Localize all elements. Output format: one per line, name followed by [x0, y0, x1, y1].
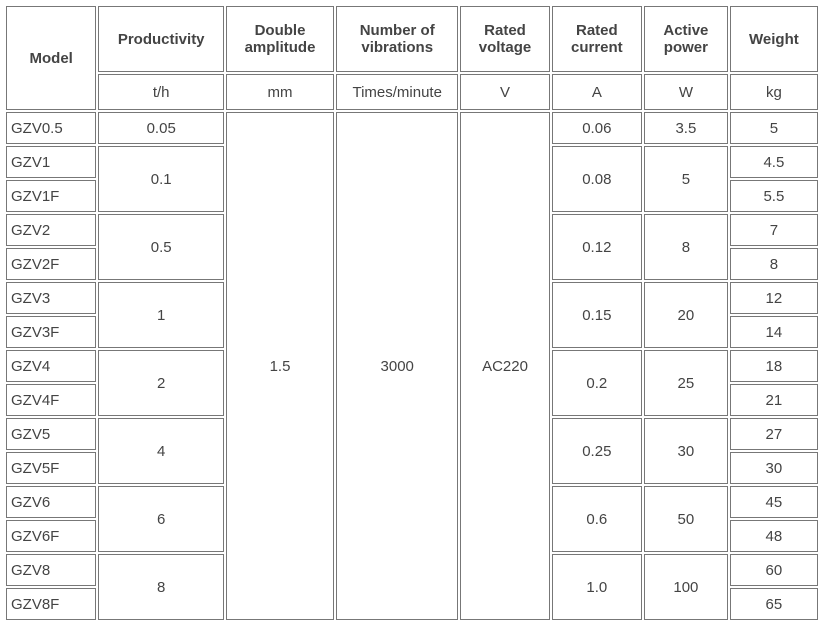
- cell-current: 1.0: [552, 554, 642, 620]
- cell-model: GZV4: [6, 350, 96, 382]
- cell-current: 0.06: [552, 112, 642, 144]
- cell-power: 5: [644, 146, 728, 212]
- cell-weight: 12: [730, 282, 818, 314]
- table-body: GZV0.50.051.53000AC2200.063.55 GZV10.1 0.0…: [6, 112, 818, 620]
- cell-weight: 14: [730, 316, 818, 348]
- cell-weight: 48: [730, 520, 818, 552]
- unit-current: A: [552, 74, 642, 110]
- cell-power: 8: [644, 214, 728, 280]
- cell-power: 3.5: [644, 112, 728, 144]
- header-power: Active power: [644, 6, 728, 72]
- cell-power: 100: [644, 554, 728, 620]
- cell-weight: 60: [730, 554, 818, 586]
- cell-weight: 4.5: [730, 146, 818, 178]
- header-vibrations: Number of vibrations: [336, 6, 458, 72]
- cell-weight: 21: [730, 384, 818, 416]
- cell-model: GZV0.5: [6, 112, 96, 144]
- cell-productivity: 8: [98, 554, 224, 620]
- cell-model: GZV6F: [6, 520, 96, 552]
- cell-power: 30: [644, 418, 728, 484]
- header-productivity: Productivity: [98, 6, 224, 72]
- table-row: GZV0.50.051.53000AC2200.063.55: [6, 112, 818, 144]
- unit-amplitude: mm: [226, 74, 334, 110]
- cell-model: GZV4F: [6, 384, 96, 416]
- table-header: Model Productivity Double amplitude Numb…: [6, 6, 818, 110]
- cell-model: GZV1F: [6, 180, 96, 212]
- cell-model: GZV2F: [6, 248, 96, 280]
- header-model: Model: [6, 6, 96, 110]
- cell-model: GZV8: [6, 554, 96, 586]
- unit-productivity: t/h: [98, 74, 224, 110]
- cell-model: GZV3F: [6, 316, 96, 348]
- cell-productivity: 0.05: [98, 112, 224, 144]
- cell-productivity: 2: [98, 350, 224, 416]
- header-weight: Weight: [730, 6, 818, 72]
- cell-weight: 30: [730, 452, 818, 484]
- unit-weight: kg: [730, 74, 818, 110]
- cell-power: 25: [644, 350, 728, 416]
- cell-productivity: 4: [98, 418, 224, 484]
- cell-power: 20: [644, 282, 728, 348]
- cell-current: 0.6: [552, 486, 642, 552]
- cell-model: GZV5: [6, 418, 96, 450]
- header-amplitude: Double amplitude: [226, 6, 334, 72]
- cell-current: 0.2: [552, 350, 642, 416]
- cell-vibrations: 3000: [336, 112, 458, 620]
- cell-weight: 45: [730, 486, 818, 518]
- cell-weight: 65: [730, 588, 818, 620]
- cell-productivity: 6: [98, 486, 224, 552]
- cell-current: 0.15: [552, 282, 642, 348]
- cell-amplitude: 1.5: [226, 112, 334, 620]
- cell-weight: 5: [730, 112, 818, 144]
- cell-power: 50: [644, 486, 728, 552]
- cell-model: GZV2: [6, 214, 96, 246]
- unit-voltage: V: [460, 74, 549, 110]
- spec-table: Model Productivity Double amplitude Numb…: [4, 4, 820, 622]
- cell-model: GZV5F: [6, 452, 96, 484]
- cell-weight: 27: [730, 418, 818, 450]
- cell-productivity: 1: [98, 282, 224, 348]
- cell-weight: 8: [730, 248, 818, 280]
- unit-power: W: [644, 74, 728, 110]
- cell-voltage: AC220: [460, 112, 549, 620]
- cell-model: GZV6: [6, 486, 96, 518]
- cell-model: GZV8F: [6, 588, 96, 620]
- cell-model: GZV3: [6, 282, 96, 314]
- cell-weight: 18: [730, 350, 818, 382]
- header-current: Rated current: [552, 6, 642, 72]
- cell-model: GZV1: [6, 146, 96, 178]
- cell-current: 0.25: [552, 418, 642, 484]
- cell-productivity: 0.5: [98, 214, 224, 280]
- cell-current: 0.12: [552, 214, 642, 280]
- cell-productivity: 0.1: [98, 146, 224, 212]
- cell-weight: 7: [730, 214, 818, 246]
- cell-current: 0.08: [552, 146, 642, 212]
- header-voltage: Rated voltage: [460, 6, 549, 72]
- cell-weight: 5.5: [730, 180, 818, 212]
- unit-vibrations: Times/minute: [336, 74, 458, 110]
